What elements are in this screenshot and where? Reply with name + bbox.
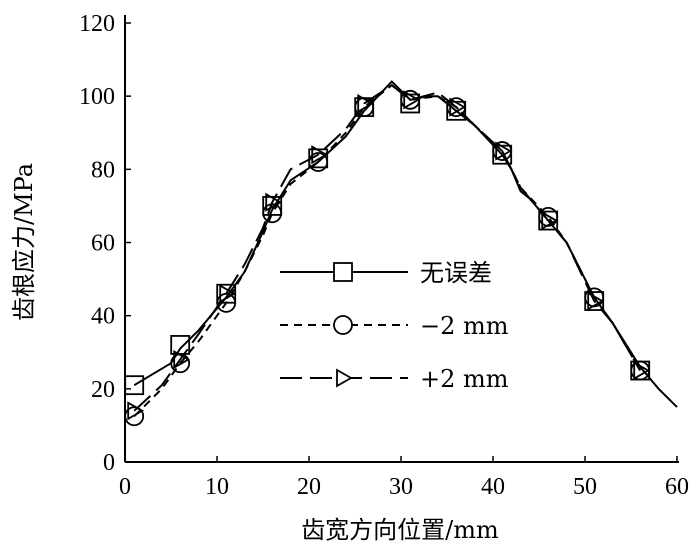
y-tick-label: 80 [91, 157, 115, 183]
y-tick-label: 60 [91, 231, 115, 257]
y-tick-label: 0 [103, 450, 115, 476]
legend-label-2: +2 mm [420, 365, 509, 393]
legend-label-0: 无误差 [420, 259, 492, 287]
data-point-2 [173, 350, 191, 370]
x-tick-label: 20 [297, 474, 321, 500]
data-point-1 [308, 152, 329, 172]
data-point-2 [357, 93, 375, 114]
data-point-2 [541, 210, 559, 231]
series-lines [133, 80, 678, 418]
data-point-0 [124, 375, 145, 396]
legend-label-1: −2 mm [420, 312, 509, 340]
legend-marker-1 [333, 315, 353, 335]
axes: 0 10 20 30 40 50 60 0 20 40 60 80 100 120 [79, 11, 689, 500]
y-tick-label: 20 [91, 377, 115, 403]
data-point-2 [265, 192, 283, 212]
series-markers [124, 89, 651, 427]
x-tick-label: 30 [389, 474, 413, 500]
data-point-2 [587, 291, 605, 311]
x-tick-label: 0 [119, 474, 131, 500]
y-tick-label: 100 [79, 84, 115, 110]
y-tick-label: 120 [79, 11, 115, 37]
data-point-1 [262, 203, 283, 224]
series-line-1 [133, 83, 642, 418]
x-axis-label: 齿宽方向位置/mm [301, 516, 499, 544]
data-point-2 [449, 97, 467, 117]
data-point-1 [124, 406, 145, 427]
data-point-2 [311, 145, 329, 165]
data-point-2 [403, 90, 421, 110]
x-tick-label: 60 [665, 474, 689, 500]
series-line-2 [133, 83, 642, 412]
data-point-1 [216, 292, 237, 313]
data-point-2 [495, 141, 513, 161]
x-tick-label: 40 [481, 474, 505, 500]
legend-marker-0 [333, 262, 353, 282]
data-point-2 [219, 284, 237, 304]
y-tick-label: 40 [91, 304, 115, 330]
series-line-0 [133, 80, 678, 408]
data-point-2 [633, 360, 651, 381]
legend: 无误差 −2 mm +2 mm [280, 259, 509, 393]
legend-marker-2 [336, 368, 353, 388]
x-tick-label: 10 [205, 474, 229, 500]
y-axis-label: 齿根应力/MPa [10, 163, 38, 321]
x-tick-label: 50 [573, 474, 597, 500]
data-point-2 [127, 401, 145, 421]
